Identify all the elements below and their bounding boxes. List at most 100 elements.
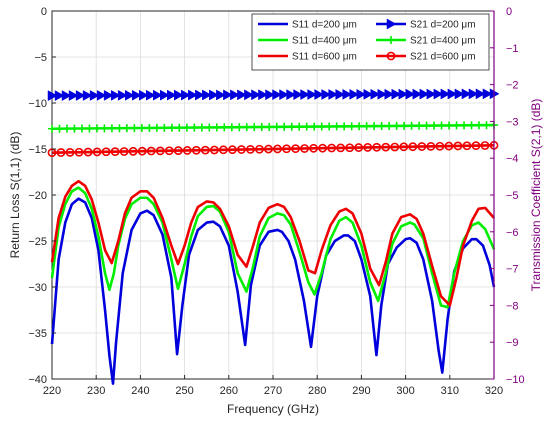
data-point — [218, 145, 228, 155]
data-point — [228, 145, 237, 155]
series-line — [50, 197, 496, 385]
data-point — [332, 122, 341, 131]
data-point — [197, 123, 206, 132]
data-point — [107, 124, 116, 133]
data-point — [310, 122, 319, 131]
data-point — [454, 88, 465, 100]
data-point — [282, 144, 291, 154]
data-point — [398, 88, 409, 100]
x-tick-label: 230 — [87, 385, 105, 397]
data-point — [272, 89, 283, 101]
series-6 — [47, 140, 499, 158]
data-point — [237, 89, 247, 101]
data-point — [295, 122, 304, 131]
data-point — [307, 89, 318, 100]
x-tick-label: 290 — [352, 385, 370, 397]
data-point — [145, 123, 154, 132]
y-left-tick-label: −25 — [28, 236, 47, 248]
data-point — [235, 123, 244, 132]
data-point — [387, 36, 395, 44]
data-point — [257, 123, 266, 132]
data-point — [452, 121, 461, 130]
series-line — [50, 179, 495, 307]
legend-label: S21 d=200 μm — [410, 20, 476, 31]
data-point — [181, 89, 191, 101]
data-point — [384, 88, 395, 100]
data-point — [444, 141, 454, 151]
data-point — [321, 89, 332, 100]
data-point — [468, 88, 479, 100]
data-point — [160, 89, 170, 101]
data-point — [227, 123, 236, 132]
data-point — [435, 141, 445, 151]
data-point — [246, 144, 255, 154]
y-left-tick-label: −15 — [28, 144, 47, 156]
data-point — [314, 89, 325, 100]
y-right-tick-label: −5 — [506, 190, 519, 202]
data-point — [110, 89, 121, 101]
data-point — [173, 146, 183, 155]
x-tick-label: 250 — [175, 385, 193, 397]
x-axis-label: Frequency (GHz) — [227, 402, 319, 416]
data-point — [216, 89, 226, 101]
data-point — [251, 89, 261, 101]
data-point — [119, 147, 129, 156]
x-tick-label: 270 — [264, 385, 282, 397]
data-point — [370, 88, 381, 100]
data-point — [286, 89, 297, 101]
data-point — [92, 147, 102, 157]
y-left-tick-label: 0 — [41, 6, 47, 18]
x-tick-label: 280 — [308, 385, 326, 397]
data-point — [399, 142, 409, 152]
data-point — [61, 90, 72, 102]
data-point — [461, 88, 472, 100]
data-point — [471, 141, 481, 151]
legend-box — [251, 13, 490, 71]
data-point — [392, 121, 401, 130]
data-point — [195, 89, 205, 101]
data-point — [175, 123, 184, 132]
data-point — [302, 122, 311, 131]
data-point — [100, 124, 109, 133]
data-point — [363, 143, 373, 152]
data-point — [230, 89, 240, 101]
data-point — [128, 146, 138, 156]
data-point — [137, 124, 146, 133]
data-point — [250, 123, 259, 132]
data-point — [74, 147, 84, 157]
y-right-tick-label: −2 — [506, 80, 519, 92]
y-axis-right-label: Transmission Coefficient S(2,1) (dB) — [529, 99, 543, 292]
y-right-tick-label: 0 — [506, 6, 512, 18]
data-point — [385, 121, 394, 130]
y-right-tick-label: −9 — [506, 337, 519, 349]
data-point — [354, 143, 364, 152]
data-point — [318, 143, 328, 153]
legend-item: S11 d=200 μm — [258, 20, 357, 31]
data-point — [400, 121, 409, 130]
data-point — [145, 89, 156, 101]
data-point — [309, 143, 318, 153]
data-point — [408, 142, 418, 152]
data-point — [433, 88, 444, 100]
series-layer — [47, 88, 500, 385]
data-point — [212, 123, 221, 132]
data-point — [328, 89, 339, 100]
legend: S11 d=200 μm S21 d=200 μm S11 d=400 μm S21 … — [251, 13, 490, 71]
legend-label: S21 d=400 μm — [410, 36, 476, 47]
x-tick-label: 260 — [220, 385, 238, 397]
data-point — [48, 124, 56, 133]
data-point — [54, 90, 65, 102]
data-point — [85, 124, 94, 133]
series-4 — [48, 121, 498, 133]
data-point — [273, 144, 282, 154]
data-point — [160, 123, 169, 132]
legend-item: S21 d=200 μm — [376, 18, 476, 31]
data-point — [110, 147, 120, 157]
data-point — [440, 88, 451, 100]
y-right-tick-label: −8 — [506, 300, 519, 312]
data-point — [47, 90, 58, 102]
data-point — [336, 143, 346, 153]
data-point — [422, 121, 431, 130]
data-point — [356, 88, 367, 100]
data-point — [291, 144, 300, 154]
